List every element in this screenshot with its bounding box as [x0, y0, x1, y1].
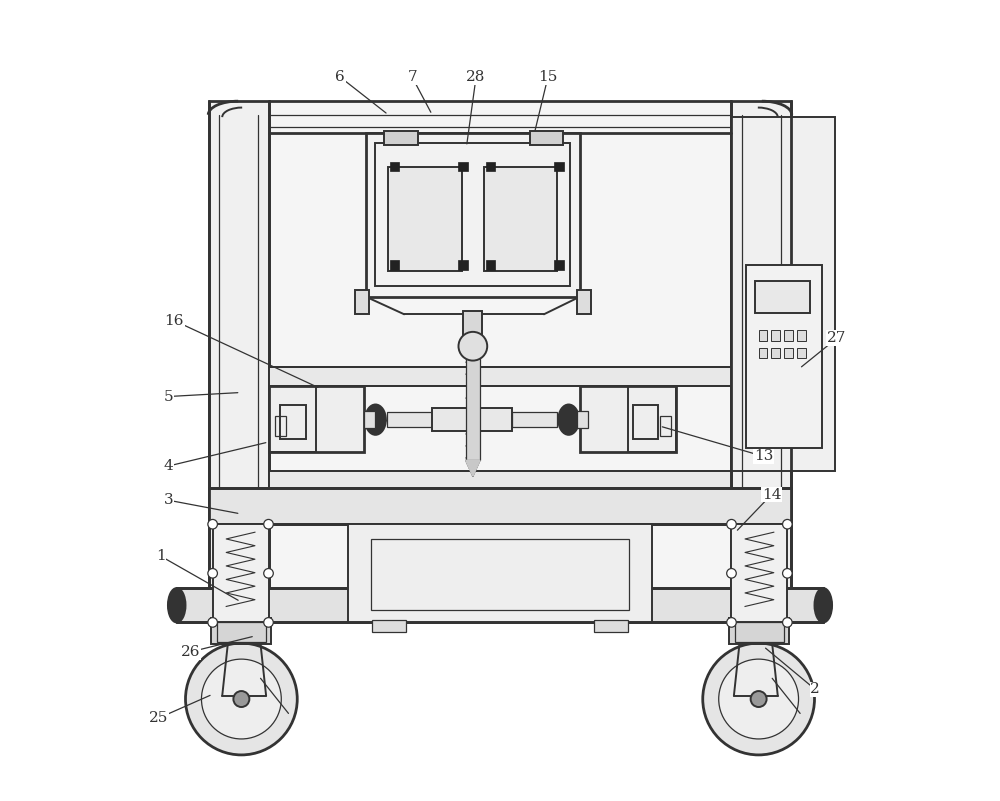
- Bar: [731, 117, 835, 471]
- Bar: [771, 330, 780, 340]
- Bar: [269, 471, 731, 489]
- Bar: [211, 618, 271, 644]
- Text: 13: 13: [754, 449, 773, 463]
- Bar: [458, 260, 468, 270]
- Text: 3: 3: [164, 493, 174, 507]
- Circle shape: [727, 618, 736, 627]
- Bar: [463, 311, 482, 343]
- Bar: [458, 162, 468, 171]
- Circle shape: [186, 643, 297, 755]
- Bar: [269, 367, 731, 386]
- Bar: [466, 344, 480, 461]
- Bar: [628, 386, 676, 453]
- Bar: [554, 260, 564, 270]
- Text: 26: 26: [181, 645, 200, 659]
- Bar: [432, 409, 512, 431]
- Text: 14: 14: [762, 488, 781, 501]
- Circle shape: [208, 519, 217, 529]
- Bar: [371, 539, 629, 610]
- Bar: [364, 411, 375, 429]
- Bar: [731, 524, 787, 622]
- Bar: [280, 405, 306, 439]
- Text: 16: 16: [165, 314, 184, 328]
- Bar: [577, 290, 591, 314]
- Ellipse shape: [558, 405, 579, 435]
- Bar: [269, 386, 316, 453]
- Bar: [759, 330, 767, 340]
- Circle shape: [783, 618, 792, 627]
- Bar: [797, 348, 806, 358]
- Bar: [784, 348, 793, 358]
- Bar: [755, 281, 810, 312]
- Bar: [355, 290, 369, 314]
- Text: 7: 7: [407, 70, 417, 84]
- Bar: [486, 260, 495, 270]
- Circle shape: [458, 332, 487, 360]
- Bar: [512, 413, 557, 427]
- Bar: [209, 101, 791, 596]
- Bar: [759, 348, 767, 358]
- Bar: [580, 386, 676, 453]
- Circle shape: [264, 569, 273, 578]
- Bar: [209, 489, 791, 524]
- Bar: [784, 330, 793, 340]
- Text: 4: 4: [164, 459, 174, 473]
- Circle shape: [208, 618, 217, 627]
- Bar: [486, 162, 495, 171]
- Circle shape: [783, 569, 792, 578]
- Circle shape: [264, 519, 273, 529]
- Text: 28: 28: [466, 70, 486, 84]
- Text: 25: 25: [149, 711, 168, 725]
- Bar: [554, 162, 564, 171]
- Circle shape: [208, 569, 217, 578]
- Circle shape: [719, 659, 799, 739]
- Bar: [577, 411, 588, 429]
- Bar: [771, 348, 780, 358]
- Bar: [384, 131, 418, 145]
- Bar: [177, 588, 823, 622]
- Circle shape: [264, 618, 273, 627]
- Bar: [372, 620, 406, 632]
- Text: 1: 1: [156, 549, 166, 563]
- Ellipse shape: [814, 588, 832, 622]
- Text: 5: 5: [164, 389, 174, 404]
- Bar: [390, 162, 399, 171]
- Ellipse shape: [168, 588, 186, 622]
- Bar: [530, 131, 563, 145]
- Circle shape: [751, 691, 767, 707]
- Bar: [390, 260, 399, 270]
- Ellipse shape: [365, 405, 386, 435]
- Bar: [735, 622, 784, 642]
- Bar: [366, 133, 580, 296]
- Circle shape: [703, 643, 814, 755]
- Bar: [217, 622, 266, 642]
- Bar: [633, 405, 658, 439]
- Bar: [660, 417, 671, 436]
- Bar: [269, 386, 364, 453]
- Bar: [484, 167, 557, 272]
- Bar: [348, 524, 652, 622]
- Bar: [388, 167, 462, 272]
- Text: 6: 6: [335, 70, 345, 84]
- Bar: [209, 101, 269, 596]
- Circle shape: [727, 519, 736, 529]
- Circle shape: [783, 519, 792, 529]
- Bar: [797, 330, 806, 340]
- Bar: [387, 413, 432, 427]
- Bar: [213, 524, 269, 622]
- Circle shape: [233, 691, 249, 707]
- Bar: [275, 417, 286, 436]
- Bar: [731, 101, 791, 596]
- Bar: [746, 265, 822, 449]
- Text: 27: 27: [827, 332, 847, 345]
- Bar: [594, 620, 628, 632]
- Text: 2: 2: [810, 682, 820, 696]
- Polygon shape: [466, 461, 480, 477]
- Circle shape: [727, 569, 736, 578]
- Circle shape: [201, 659, 281, 739]
- Text: 15: 15: [538, 70, 558, 84]
- Bar: [729, 618, 789, 644]
- Bar: [375, 143, 570, 286]
